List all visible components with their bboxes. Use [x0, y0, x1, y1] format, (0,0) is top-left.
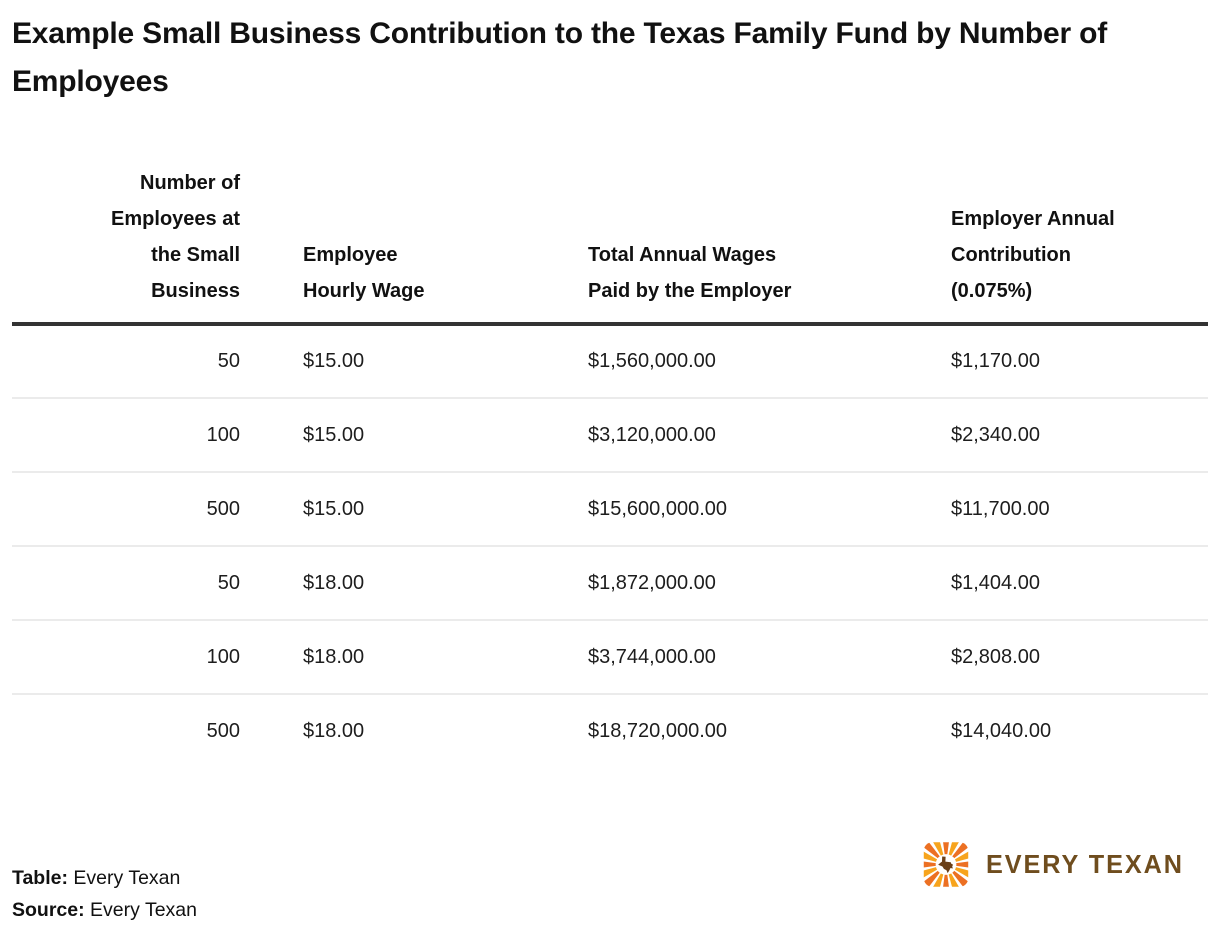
- cell-hourly-wage: $15.00: [240, 472, 588, 547]
- cell-employee-count: 50: [12, 324, 240, 399]
- chart-title: Example Small Business Contribution to t…: [12, 17, 1108, 98]
- cell-employee-count: 500: [12, 472, 240, 547]
- data-table: Number of Employees at the Small Business E…: [12, 160, 1208, 767]
- table-row: 500 $18.00 $18,720,000.00 $14,040.00: [12, 694, 1208, 767]
- cell-hourly-wage: $18.00: [240, 546, 588, 621]
- column-header-total-wages: Total Annual Wages Paid by the Employer: [588, 160, 951, 326]
- table-body: 50 $15.00 $1,560,000.00 $1,170.00 100 $1…: [12, 324, 1208, 767]
- source-credit: Source: Every Texan: [12, 894, 197, 926]
- cell-contribution: $1,404.00: [951, 546, 1208, 621]
- cell-total-wages: $15,600,000.00: [588, 472, 951, 547]
- table-row: 100 $15.00 $3,120,000.00 $2,340.00: [12, 398, 1208, 473]
- cell-total-wages: $3,744,000.00: [588, 620, 951, 695]
- cell-employee-count: 100: [12, 620, 240, 695]
- source-credit-value: Every Texan: [90, 899, 197, 921]
- cell-contribution: $2,340.00: [951, 398, 1208, 473]
- table-credit: Table: Every Texan: [12, 862, 197, 894]
- header-row: Number of Employees at the Small Business E…: [12, 160, 1208, 326]
- cell-total-wages: $3,120,000.00: [588, 398, 951, 473]
- cell-total-wages: $1,872,000.00: [588, 546, 951, 621]
- cell-contribution: $11,700.00: [951, 472, 1208, 547]
- cell-total-wages: $18,720,000.00: [588, 719, 728, 742]
- cell-total-wages: $1,560,000.00: [588, 324, 951, 399]
- column-header-employee-count: Number of Employees at the Small Business: [12, 160, 240, 326]
- column-header-contribution: Employer Annual Contribution (0.075%): [951, 160, 1208, 326]
- cell-hourly-wage: $15.00: [240, 324, 588, 399]
- cell-contribution: $2,808.00: [951, 620, 1208, 695]
- cell-hourly-wage: $18.00: [240, 620, 588, 695]
- table-row: 500 $15.00 $15,600,000.00 $11,700.00: [12, 472, 1208, 547]
- every-texan-logo: EVERY TEXAN: [923, 841, 1190, 888]
- column-header-hourly-wage: Employee Hourly Wage: [240, 160, 588, 326]
- table-header: Number of Employees at the Small Business E…: [12, 160, 1208, 326]
- table-credit-value: Every Texan: [73, 867, 181, 889]
- logo-wordmark: EVERY TEXAN: [985, 849, 1184, 879]
- starburst-texas-icon: [923, 842, 969, 887]
- table-row: 50 $15.00 $1,560,000.00 $1,170.00: [12, 324, 1208, 399]
- footer: Table: Every Texan Source: Every Texan: [12, 862, 197, 926]
- cell-employee-count: 50: [12, 546, 240, 621]
- cell-employee-count: 500: [206, 719, 240, 742]
- table-row: 50 $18.00 $1,872,000.00 $1,404.00: [12, 546, 1208, 621]
- cell-employee-count: 100: [12, 398, 240, 473]
- source-credit-label: Source:: [12, 899, 85, 921]
- table-row: 100 $18.00 $3,744,000.00 $2,808.00: [12, 620, 1208, 695]
- cell-hourly-wage: $15.00: [240, 398, 588, 473]
- table-credit-label: Table:: [12, 867, 68, 889]
- cell-contribution: $14,040.00: [951, 719, 1052, 742]
- cell-contribution: $1,170.00: [951, 324, 1208, 399]
- cell-hourly-wage: $18.00: [303, 719, 365, 742]
